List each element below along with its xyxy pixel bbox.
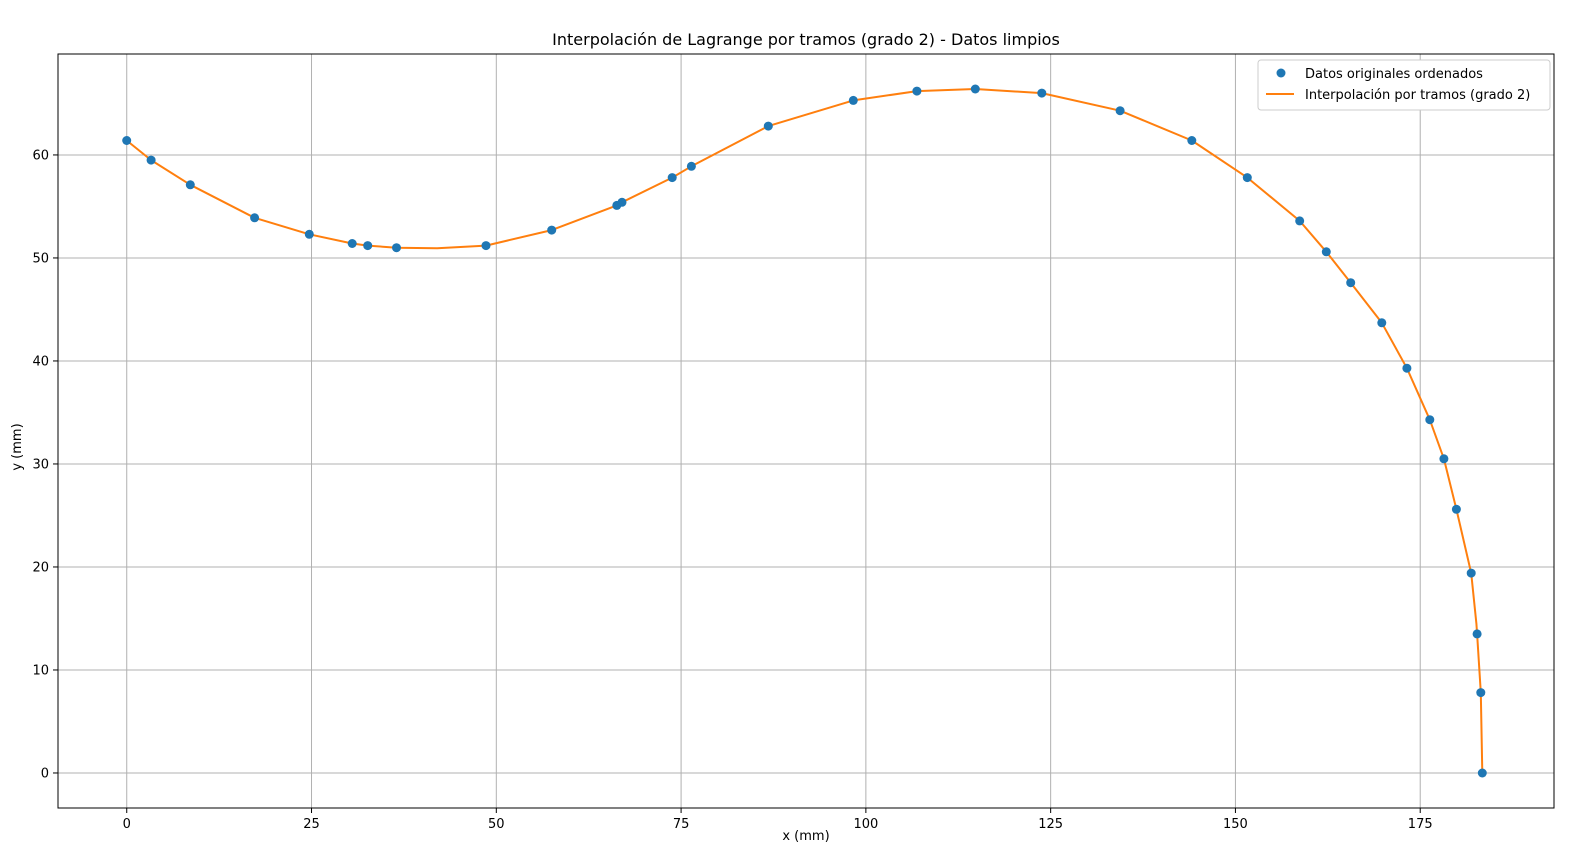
data-point bbox=[912, 86, 922, 96]
data-point bbox=[1037, 88, 1047, 98]
y-tick-label: 20 bbox=[32, 560, 49, 575]
data-point bbox=[547, 225, 557, 235]
data-point bbox=[1295, 216, 1305, 226]
y-axis-label: y (mm) bbox=[10, 423, 25, 470]
data-point bbox=[1472, 629, 1482, 639]
data-point bbox=[146, 155, 156, 165]
data-point bbox=[347, 239, 357, 248]
y-axis: 0 10 20 30 40 50 60 bbox=[32, 148, 58, 781]
data-point bbox=[1402, 363, 1412, 373]
x-tick-label: 0 bbox=[123, 817, 131, 832]
data-point bbox=[970, 84, 980, 94]
data-point bbox=[481, 241, 491, 251]
y-tick-label: 30 bbox=[32, 457, 49, 472]
data-point bbox=[1377, 318, 1387, 328]
data-point bbox=[122, 136, 132, 145]
x-tick-label: 125 bbox=[1038, 817, 1063, 832]
data-point bbox=[1476, 688, 1486, 698]
data-point bbox=[1477, 768, 1487, 778]
x-tick-label: 150 bbox=[1223, 817, 1248, 832]
axes-frame bbox=[57, 53, 1555, 809]
legend-label-line: Interpolación por tramos (grado 2) bbox=[1305, 88, 1530, 103]
y-tick-label: 10 bbox=[32, 663, 49, 678]
data-point bbox=[1187, 136, 1197, 145]
x-tick-label: 100 bbox=[853, 817, 878, 832]
legend-box bbox=[1257, 59, 1551, 111]
legend-marker-scatter bbox=[1276, 68, 1286, 78]
data-point bbox=[1439, 454, 1449, 464]
y-tick-label: 50 bbox=[32, 251, 49, 266]
grid bbox=[58, 54, 1554, 808]
data-point bbox=[250, 213, 260, 223]
data-point bbox=[617, 197, 627, 207]
data-point bbox=[363, 241, 373, 251]
x-tick-label: 75 bbox=[673, 817, 690, 832]
data-point bbox=[1425, 415, 1435, 425]
x-axis-label: x (mm) bbox=[782, 829, 829, 844]
data-point bbox=[1466, 568, 1476, 578]
data-point bbox=[185, 180, 195, 190]
y-tick-label: 0 bbox=[41, 766, 49, 781]
data-point bbox=[686, 161, 696, 171]
x-axis: 0 25 50 75 100 125 150 175 bbox=[123, 808, 1433, 832]
legend: Datos originales ordenados Interpolación… bbox=[1257, 59, 1551, 111]
x-tick-label: 25 bbox=[303, 817, 320, 832]
y-tick-label: 60 bbox=[32, 148, 49, 163]
data-point bbox=[1242, 173, 1252, 183]
data-point bbox=[392, 243, 401, 253]
data-point bbox=[1346, 278, 1356, 288]
legend-label-scatter: Datos originales ordenados bbox=[1305, 67, 1483, 82]
data-point bbox=[1115, 106, 1125, 116]
plot-area bbox=[122, 84, 1487, 778]
y-tick-label: 40 bbox=[32, 354, 49, 369]
x-tick-label: 50 bbox=[488, 817, 505, 832]
data-point bbox=[304, 229, 314, 239]
data-point bbox=[667, 173, 677, 183]
data-point bbox=[1321, 247, 1331, 257]
chart-title: Interpolación de Lagrange por tramos (gr… bbox=[552, 30, 1060, 49]
data-point bbox=[848, 95, 858, 105]
x-tick-label: 175 bbox=[1408, 817, 1433, 832]
data-point bbox=[1451, 504, 1461, 514]
data-point bbox=[763, 121, 773, 131]
